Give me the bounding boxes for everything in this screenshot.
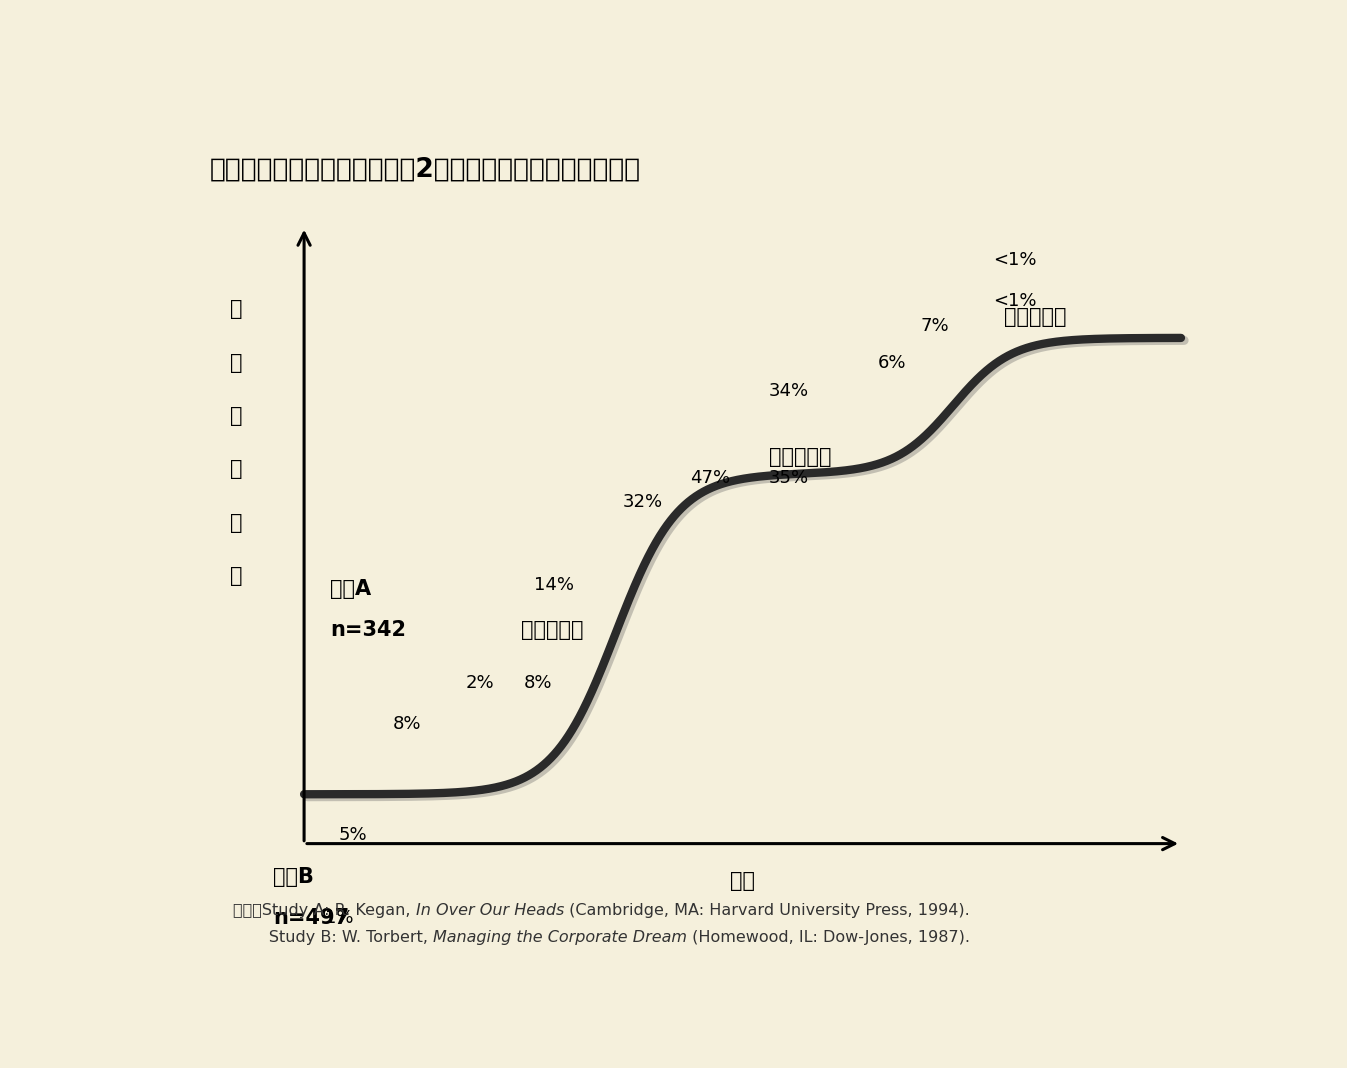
Text: In Over Our Heads: In Over Our Heads	[416, 902, 564, 917]
Text: 性: 性	[230, 352, 242, 373]
Text: 知: 知	[230, 299, 242, 319]
Text: (Homewood, IL: Dow-Jones, 1987).: (Homewood, IL: Dow-Jones, 1987).	[687, 930, 970, 945]
Text: n=342: n=342	[330, 619, 407, 640]
Text: n=497: n=497	[272, 908, 349, 928]
Text: 環境順応型: 環境順応型	[521, 619, 583, 640]
Text: 5%: 5%	[338, 827, 368, 845]
Text: 8%: 8%	[523, 674, 552, 692]
Text: 研究B: 研究B	[272, 866, 314, 886]
Text: 47%: 47%	[690, 469, 730, 487]
Text: 成人の知性のレベルの分布（2つの大規模な研究に基づく）: 成人の知性のレベルの分布（2つの大規模な研究に基づく）	[210, 157, 641, 183]
Text: 自己変容型: 自己変容型	[1004, 308, 1065, 327]
Text: 自己主導型: 自己主導型	[769, 447, 831, 467]
Text: 35%: 35%	[769, 469, 808, 487]
Text: 時間: 時間	[730, 870, 756, 891]
Text: <1%: <1%	[993, 251, 1037, 269]
Text: 6%: 6%	[878, 354, 907, 372]
Text: ベ: ベ	[230, 513, 242, 533]
Text: <1%: <1%	[993, 292, 1037, 310]
Text: 7%: 7%	[920, 316, 948, 334]
Text: (Cambridge, MA: Harvard University Press, 1994).: (Cambridge, MA: Harvard University Press…	[564, 902, 970, 917]
Text: 出典：Study A: R. Kegan,: 出典：Study A: R. Kegan,	[233, 902, 416, 917]
Text: ル: ル	[230, 566, 242, 586]
Text: の: の	[230, 406, 242, 426]
Text: レ: レ	[230, 459, 242, 480]
Text: Managing the Corporate Dream: Managing the Corporate Dream	[434, 930, 687, 945]
Text: Study B: W. Torbert,: Study B: W. Torbert,	[233, 930, 434, 945]
Text: 32%: 32%	[622, 493, 663, 512]
Text: 2%: 2%	[466, 674, 494, 692]
Text: 1%: 1%	[325, 909, 353, 927]
Text: 14%: 14%	[533, 576, 574, 594]
Text: 8%: 8%	[393, 716, 422, 734]
Text: 研究A: 研究A	[330, 579, 372, 599]
Text: 34%: 34%	[769, 382, 808, 400]
